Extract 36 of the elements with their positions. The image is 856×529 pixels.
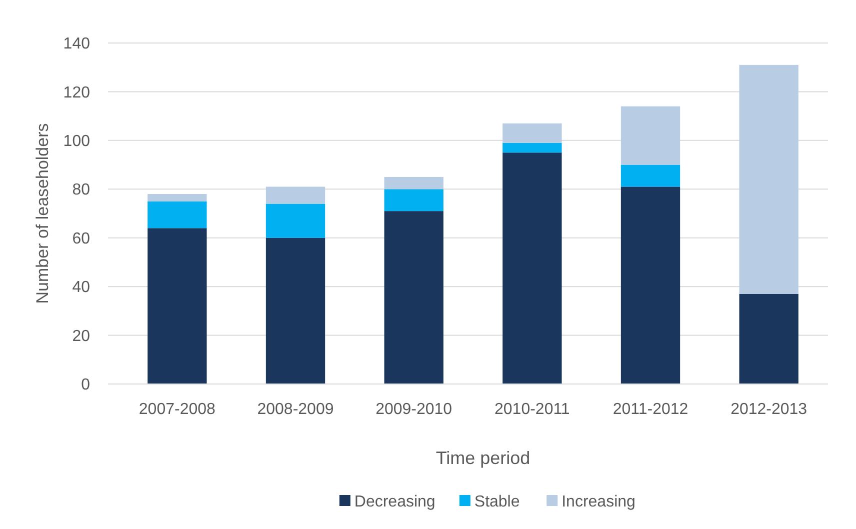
bar (620, 164, 680, 187)
bar (266, 186, 326, 204)
bar (739, 294, 798, 384)
x-tick-label: 2007-2008 (138, 401, 216, 418)
y-tick-label: 120 (63, 84, 90, 102)
y-tick-label: 40 (72, 279, 90, 296)
bar (266, 238, 326, 384)
bar (502, 142, 562, 153)
y-tick-label: 60 (72, 230, 90, 248)
x-tick-label: 2011-2012 (612, 401, 688, 418)
legend-label: Increasing (562, 494, 636, 511)
x-tick-label: 2009-2010 (376, 401, 452, 418)
bar (148, 228, 207, 384)
bar (384, 189, 444, 212)
y-tick-label: 100 (63, 133, 90, 150)
bar (384, 176, 444, 190)
x-tick-label: 2012-2013 (730, 401, 808, 418)
y-tick-label: 20 (72, 328, 90, 345)
bar (148, 201, 207, 228)
y-axis-title: Number of leaseholders (33, 123, 52, 304)
bar (384, 211, 444, 384)
legend-label: Stable (474, 494, 520, 511)
bar (620, 106, 680, 165)
legend-label: Decreasing (354, 494, 436, 511)
bar (502, 123, 562, 143)
bar (148, 194, 207, 202)
bar (739, 64, 798, 294)
y-tick-label: 0 (81, 376, 90, 394)
y-tick-label: 140 (63, 36, 90, 53)
x-tick-label: 2008-2009 (257, 401, 334, 418)
y-tick-label: 80 (72, 182, 90, 199)
bar (266, 204, 326, 238)
bar (620, 186, 680, 384)
bar (502, 152, 562, 384)
x-tick-label: 2010-2011 (494, 401, 570, 418)
x-axis-title: Time period (436, 448, 530, 468)
